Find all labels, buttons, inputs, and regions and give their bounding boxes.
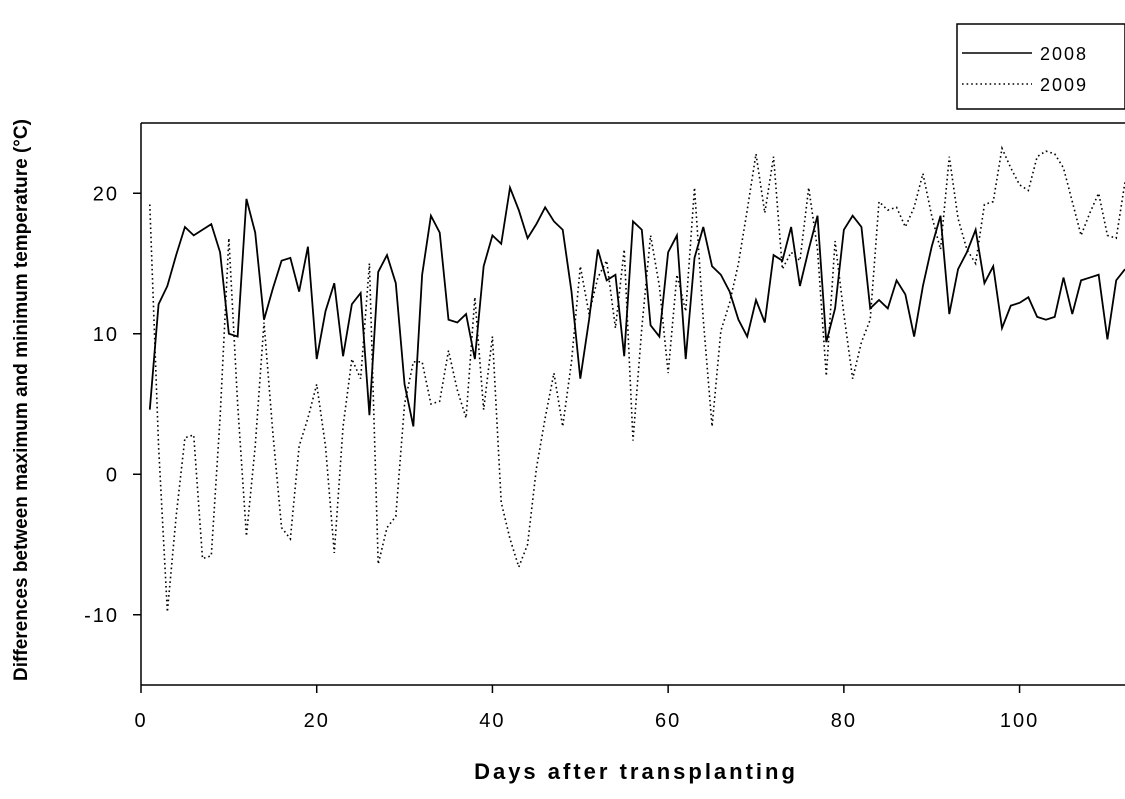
y-tick-label: 20 (93, 183, 119, 205)
x-ticks: 0 20 40 60 80 100 (134, 685, 1039, 732)
x-tick-label: 20 (304, 710, 330, 732)
series-layer (148, 145, 1125, 613)
series-line-2009 (148, 145, 1125, 613)
legend: 2008 2009 (956, 23, 1125, 110)
x-tick-label: 100 (1000, 710, 1039, 732)
y-tick-label: -10 (84, 605, 119, 627)
legend-label-2009: 2009 (1040, 75, 1088, 95)
series-line-2008 (148, 184, 1125, 427)
y-ticks: -10 0 10 20 (84, 183, 141, 627)
x-tick-label: 0 (134, 710, 147, 732)
plot-frame (140, 122, 1125, 686)
y-tick-label: 0 (106, 464, 119, 486)
x-axis-title: Days after transplanting (474, 759, 798, 784)
legend-label-2008: 2008 (1040, 44, 1088, 64)
legend-box (956, 23, 1125, 110)
x-tick-label: 60 (655, 710, 681, 732)
x-tick-label: 80 (831, 710, 857, 732)
y-axis-title: Differences between maximum and minimum … (11, 119, 32, 681)
y-tick-label: 10 (93, 324, 119, 346)
x-tick-label: 40 (479, 710, 505, 732)
